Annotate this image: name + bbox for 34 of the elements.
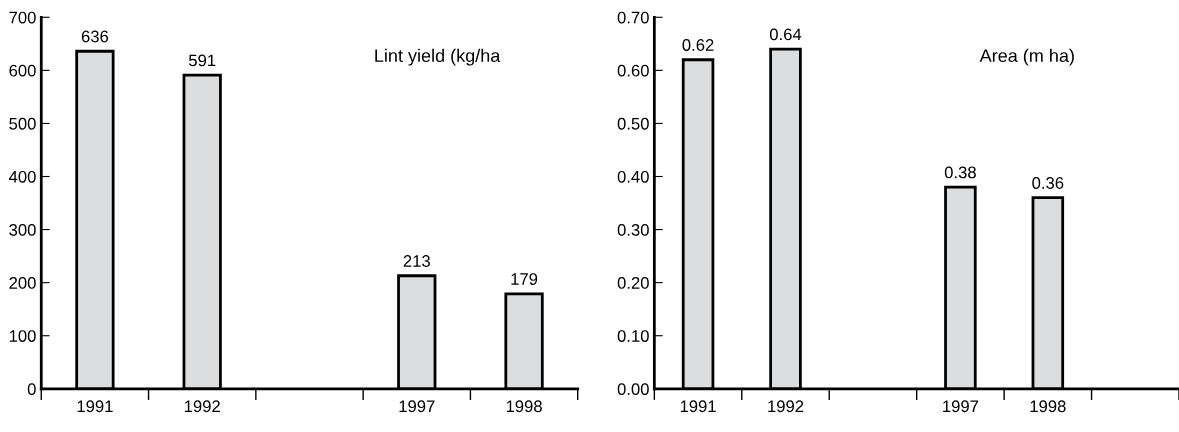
y-tick-label: 0.10 <box>617 330 649 342</box>
y-tick-label: 600 <box>9 64 36 77</box>
y-tick-label: 400 <box>8 170 36 183</box>
x-tick-label: 1992 <box>184 400 220 413</box>
data-label: 591 <box>188 54 216 67</box>
y-tick-label: 200 <box>9 277 36 289</box>
y-tick-label: 700 <box>9 11 36 24</box>
data-label: 0.62 <box>682 39 714 51</box>
x-tick-label: 1992 <box>768 400 804 413</box>
y-tick-label: 0.30 <box>617 223 649 236</box>
data-label: 0.36 <box>1032 177 1064 189</box>
x-tick-label: 1998 <box>506 400 542 413</box>
data-label: 0.64 <box>769 28 802 41</box>
x-tick-label: 1997 <box>943 400 979 413</box>
y-tick-label: 0.40 <box>617 170 649 183</box>
y-tick-label: 0.50 <box>617 117 649 130</box>
y-tick-label: 100 <box>9 330 36 342</box>
text: Area (m ha) <box>979 48 1074 66</box>
y-tick-label: 500 <box>9 117 36 130</box>
x-tick-label: 1998 <box>1030 400 1066 413</box>
y-tick-label: 0 <box>27 383 36 395</box>
data-label: 636 <box>81 30 109 43</box>
data-label: 0.38 <box>944 166 976 179</box>
y-tick-label: 0.20 <box>617 277 649 289</box>
y-tick-label: 0.00 <box>617 383 649 395</box>
y-tick-label: 0.70 <box>617 11 649 24</box>
text: Lint yield (kg/ha <box>375 48 501 66</box>
x-tick-label: 1991 <box>77 400 113 413</box>
x-tick-label: 1991 <box>680 400 716 413</box>
x-tick-label: 1997 <box>399 400 435 413</box>
data-label: 179 <box>511 273 538 285</box>
data-label: 213 <box>403 255 430 267</box>
y-tick-label: 300 <box>9 223 36 236</box>
y-tick-label: 0.60 <box>617 64 649 77</box>
